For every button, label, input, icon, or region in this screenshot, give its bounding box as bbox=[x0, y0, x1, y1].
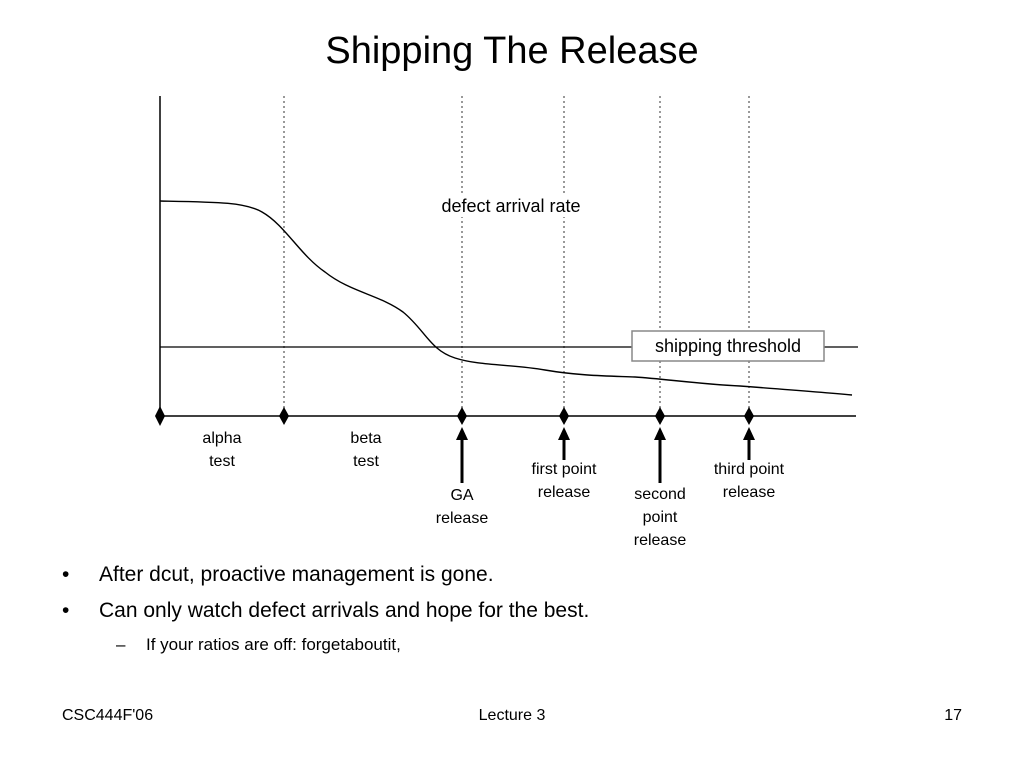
bullet-list: • After dcut, proactive management is go… bbox=[62, 562, 962, 656]
bullet-marker: • bbox=[62, 563, 70, 586]
milestone-diamond-ga bbox=[457, 407, 467, 425]
milestone-diamond-third-point bbox=[744, 407, 754, 425]
shipping-diagram: defect arrival rate shipping threshold a… bbox=[155, 96, 858, 549]
slide-title: Shipping The Release bbox=[325, 30, 699, 72]
bullet-marker: • bbox=[62, 599, 70, 622]
footer-lecture: Lecture 3 bbox=[478, 707, 546, 724]
release-label-ga-line2: release bbox=[436, 510, 489, 527]
bullet-item: • Can only watch defect arrivals and hop… bbox=[62, 598, 962, 624]
milestone-diamond-start bbox=[155, 406, 165, 426]
release-label-second-line2: point bbox=[643, 509, 678, 526]
sub-bullet-marker: – bbox=[116, 635, 126, 654]
release-label-third-line2: release bbox=[723, 484, 776, 501]
footer-course: CSC444F'06 bbox=[62, 707, 154, 724]
defect-arrival-curve bbox=[159, 200, 853, 396]
sub-bullet-item: – If your ratios are off: forgetaboutit, bbox=[62, 634, 962, 656]
milestone-diamond-beta bbox=[279, 407, 289, 425]
milestone-diamond-first-point bbox=[559, 407, 569, 425]
phase-label-alpha-line2: test bbox=[209, 453, 235, 470]
phase-label-beta-line1: beta bbox=[350, 430, 381, 447]
sub-bullet-text: If your ratios are off: forgetaboutit, bbox=[146, 635, 401, 654]
threshold-label-box bbox=[631, 330, 825, 362]
bullet-item: • After dcut, proactive management is go… bbox=[62, 562, 962, 588]
release-label-second-line3: release bbox=[634, 532, 687, 549]
release-label-first-line2: release bbox=[538, 484, 591, 501]
bullet-text: After dcut, proactive management is gone… bbox=[99, 563, 494, 586]
milestone-diamond-second-point bbox=[655, 407, 665, 425]
phase-label-alpha-line1: alpha bbox=[202, 430, 241, 447]
release-label-third-line1: third point bbox=[714, 461, 785, 478]
threshold-label: shipping threshold bbox=[655, 336, 801, 356]
bullet-text: Can only watch defect arrivals and hope … bbox=[99, 599, 590, 622]
curve-label: defect arrival rate bbox=[441, 196, 580, 216]
release-label-second-line1: second bbox=[634, 486, 686, 503]
footer-page-number: 17 bbox=[944, 707, 962, 724]
release-label-ga-line1: GA bbox=[450, 487, 473, 504]
phase-label-beta-line2: test bbox=[353, 453, 379, 470]
release-label-first-line1: first point bbox=[532, 461, 597, 478]
